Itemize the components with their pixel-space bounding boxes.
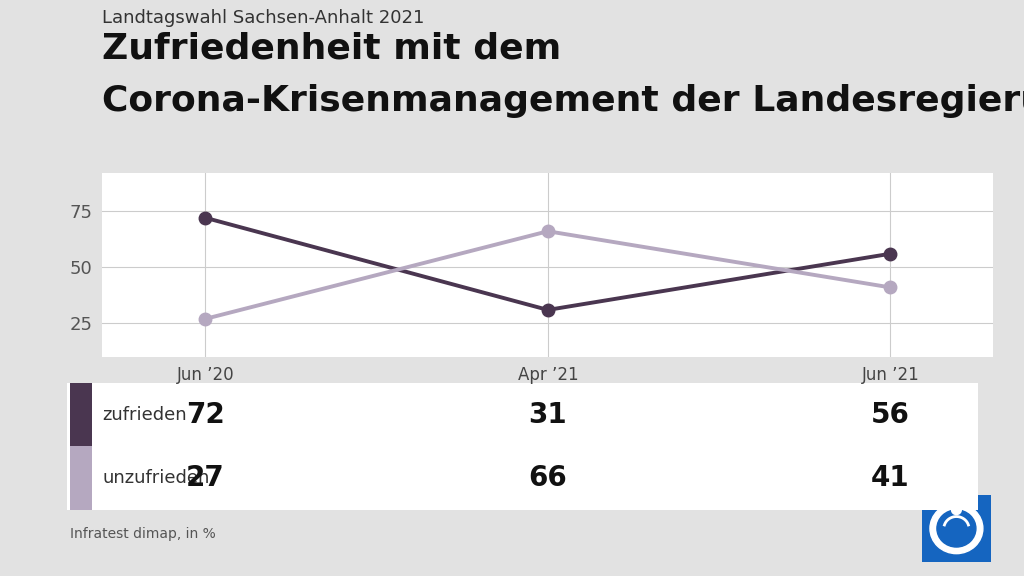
Circle shape — [937, 510, 976, 547]
Text: 72: 72 — [185, 401, 224, 429]
Text: 31: 31 — [528, 401, 567, 429]
Text: Corona-Krisenmanagement der Landesregierung: Corona-Krisenmanagement der Landesregier… — [102, 84, 1024, 118]
Text: Apr ’21: Apr ’21 — [517, 366, 579, 384]
Text: Infratest dimap, in %: Infratest dimap, in % — [70, 528, 215, 541]
Text: zufrieden: zufrieden — [102, 406, 187, 424]
Text: 41: 41 — [871, 464, 909, 492]
Circle shape — [951, 505, 962, 514]
Text: 27: 27 — [185, 464, 224, 492]
Circle shape — [930, 503, 983, 554]
Text: Zufriedenheit mit dem: Zufriedenheit mit dem — [102, 32, 561, 66]
Text: Landtagswahl Sachsen-Anhalt 2021: Landtagswahl Sachsen-Anhalt 2021 — [102, 9, 425, 26]
Text: 66: 66 — [528, 464, 567, 492]
Text: Jun ’20: Jun ’20 — [176, 366, 234, 384]
Text: 56: 56 — [871, 401, 910, 429]
Text: Jun ’21: Jun ’21 — [861, 366, 920, 384]
Text: unzufrieden: unzufrieden — [102, 469, 210, 487]
